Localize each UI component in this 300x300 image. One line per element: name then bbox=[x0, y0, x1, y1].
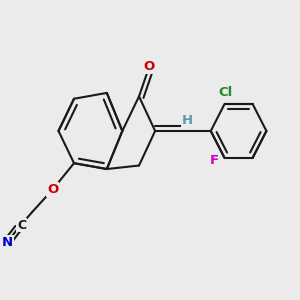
Text: C: C bbox=[17, 219, 26, 232]
Text: N: N bbox=[2, 236, 13, 249]
Text: Cl: Cl bbox=[219, 86, 233, 99]
Text: O: O bbox=[47, 183, 58, 196]
Text: O: O bbox=[144, 60, 155, 73]
Text: F: F bbox=[210, 154, 219, 167]
Text: H: H bbox=[182, 114, 193, 127]
